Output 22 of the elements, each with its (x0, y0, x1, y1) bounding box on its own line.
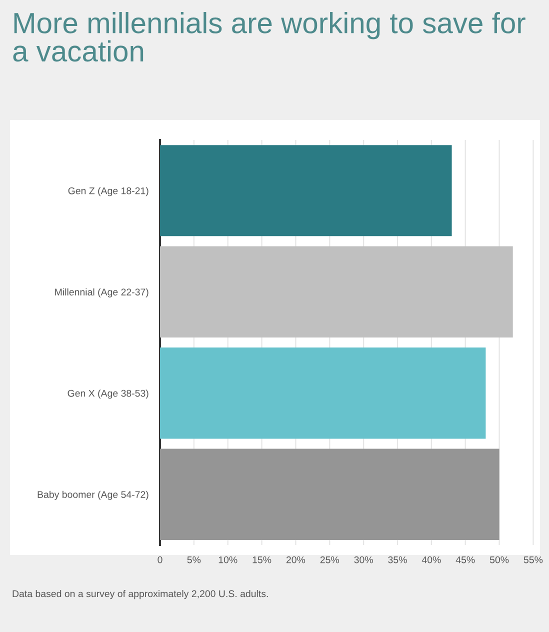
x-tick-label: 5% (187, 556, 201, 564)
x-tick-label: 0 (158, 556, 162, 564)
x-tick-label: 15% (252, 556, 272, 564)
x-tick-label: 45% (456, 556, 475, 564)
x-tick-label: 40% (422, 556, 441, 564)
y-tick-label: Gen X (Age 38-53) (68, 390, 148, 399)
bar (160, 145, 452, 236)
x-tick-label: 20% (286, 556, 306, 564)
x-tick-label: 10% (218, 556, 238, 564)
x-tick-label: 25% (320, 556, 340, 564)
x-tick-label: 55% (524, 556, 543, 564)
bar (160, 246, 513, 338)
bar (160, 448, 500, 540)
text: Data based on a survey of approximately 2,200 U.S. adults. (12, 590, 268, 600)
y-tick-label: Millennial (Age 22-37) (55, 288, 148, 298)
x-tick-label: 30% (354, 556, 373, 564)
y-tick-label: Gen Z (Age 18-21) (68, 187, 148, 196)
x-tick-label: 50% (490, 556, 509, 564)
y-tick-label: Baby boomer (Age 54-72) (38, 490, 148, 500)
x-tick-label: 35% (388, 556, 407, 564)
bar (160, 348, 486, 439)
chart-title: More millennials are working to save for a vacation (13, 12, 526, 62)
